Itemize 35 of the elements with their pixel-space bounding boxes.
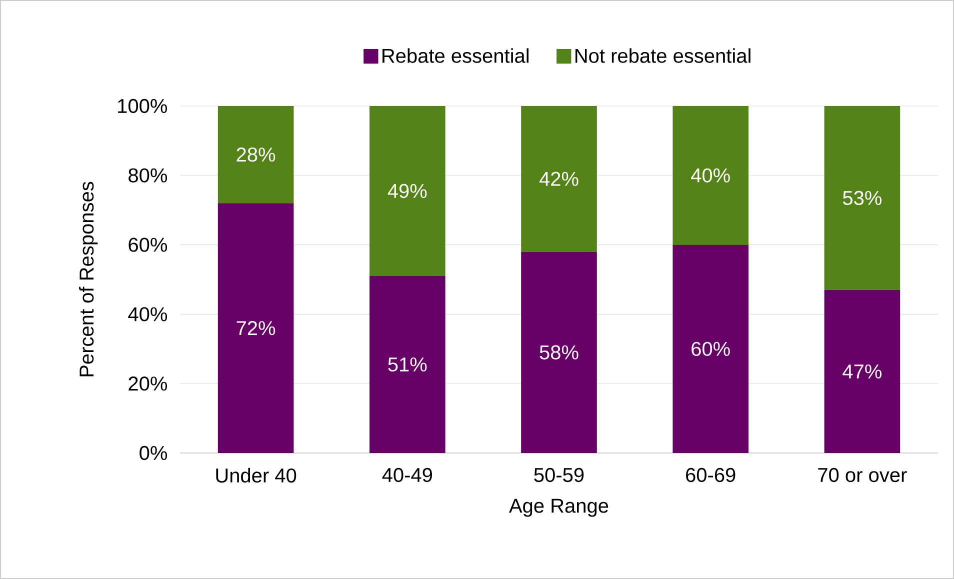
legend-label: Not rebate essential bbox=[576, 48, 750, 63]
data-label: 42% bbox=[539, 172, 578, 186]
bar bbox=[521, 106, 597, 252]
data-label: 47% bbox=[842, 364, 882, 378]
y-tick-label: 0% bbox=[140, 446, 168, 460]
bar bbox=[218, 106, 294, 204]
y-tick-label: 40% bbox=[128, 307, 168, 322]
bar bbox=[672, 106, 748, 245]
bar bbox=[824, 106, 900, 290]
data-label: 60% bbox=[692, 342, 730, 356]
y-tick-label: 100% bbox=[118, 98, 168, 114]
x-tick-label: 40-49 bbox=[382, 468, 432, 482]
data-label: 28% bbox=[236, 147, 276, 162]
y-tick-label: 80% bbox=[128, 168, 168, 182]
bar bbox=[672, 244, 748, 453]
x-tick-label: 70 or over bbox=[818, 468, 907, 482]
bar bbox=[824, 290, 900, 453]
x-tick-label: 60-69 bbox=[686, 468, 736, 482]
data-label: 72% bbox=[236, 321, 276, 336]
bar bbox=[521, 252, 597, 453]
data-label: 40% bbox=[691, 168, 730, 182]
legend-label: Rebate essential bbox=[382, 48, 528, 63]
x-tick-label: 50-59 bbox=[534, 468, 584, 482]
y-axis-title: Percent of Responses bbox=[79, 182, 98, 376]
data-label: 49% bbox=[388, 184, 427, 198]
y-tick-label: 60% bbox=[128, 238, 168, 252]
y-tick-label: 20% bbox=[128, 376, 168, 391]
data-label: 53% bbox=[842, 190, 882, 206]
data-label: 51% bbox=[388, 357, 427, 372]
data-label: 58% bbox=[540, 345, 578, 360]
x-axis-title: Age Range bbox=[509, 498, 608, 517]
bar bbox=[218, 203, 294, 453]
x-tick-label: Under 40 bbox=[216, 468, 296, 483]
bar bbox=[370, 276, 446, 453]
bar bbox=[370, 106, 446, 276]
